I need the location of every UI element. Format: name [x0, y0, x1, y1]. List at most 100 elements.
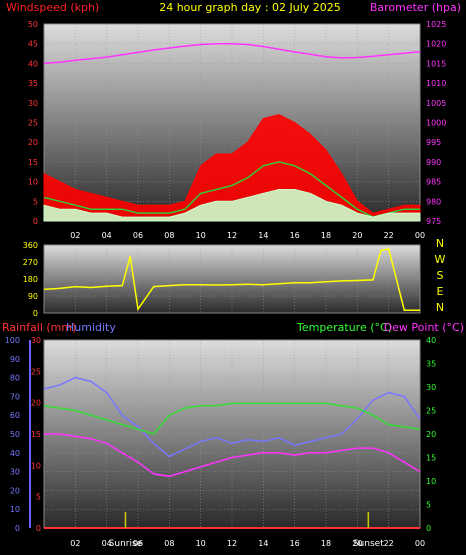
- barometer-axis-title: Barometer (hpa): [370, 1, 461, 14]
- barometer-series: [43, 42, 421, 65]
- wind-light-series: [43, 189, 421, 222]
- page-title: 24 hour graph day : 02 July 2025: [159, 1, 341, 14]
- hour-tick-label: 06: [133, 539, 143, 548]
- hour-tick-label: 00: [415, 539, 425, 548]
- compass-label: S: [437, 269, 444, 282]
- rainfall-tick: 15: [31, 430, 41, 439]
- temperature-tick: 0: [426, 524, 431, 533]
- temperature-series: [43, 402, 421, 435]
- windspeed-tick: 30: [28, 99, 38, 108]
- barometer-tick: 980: [426, 197, 441, 206]
- compass-label: N: [436, 237, 444, 250]
- humidity-tick: 90: [10, 355, 20, 364]
- direction-tick: 360: [23, 241, 38, 250]
- humidity-tick: 70: [10, 392, 20, 401]
- rainfall-axis-title: Rainfall (mm): [2, 321, 76, 334]
- hour-tick-label: 14: [258, 231, 268, 240]
- barometer-tick: 995: [426, 138, 441, 147]
- wind-average-series: [43, 161, 420, 218]
- windspeed-tick: 10: [28, 178, 38, 187]
- hour-tick-label: 18: [321, 539, 331, 548]
- barometer-tick: 990: [426, 158, 441, 167]
- temp-humidity-panel: 0 10 20 30 40 50 60 70 80 90 100 0 5 10 15 20 25 30 0 5 10…: [5, 336, 436, 549]
- humidity-tick: 100: [5, 336, 20, 345]
- dewpoint-series: [44, 433, 421, 478]
- rainfall-tick: 10: [31, 461, 41, 470]
- hour-tick-label: 14: [258, 539, 268, 548]
- temperature-tick: 15: [426, 454, 436, 463]
- temperature-tick: 10: [426, 477, 436, 486]
- windspeed-tick: 15: [28, 158, 38, 167]
- temp-panel-hour-labels: 02 04 06 08 10 12 14 16 18 20 22 00: [70, 539, 425, 548]
- sunrise-label: Sunrise: [109, 539, 143, 549]
- wind-panel-hour-labels: 02 04 06 08 10 12 14 16 18 20 22 00: [70, 231, 425, 240]
- hour-tick-label: 18: [321, 231, 331, 240]
- hour-tick-label: 10: [196, 231, 206, 240]
- windspeed-tick: 50: [28, 20, 38, 29]
- humidity-ticks: 0 10 20 30 40 50 60 70 80 90 100: [5, 336, 20, 533]
- windspeed-tick: 5: [33, 197, 38, 206]
- windspeed-ticks: 0 5 10 15 20 25 30 35 40 45 50: [28, 20, 38, 226]
- compass-label: N: [436, 301, 444, 314]
- barometer-tick: 1025: [426, 20, 446, 29]
- humidity-tick: 10: [10, 505, 20, 514]
- sunset-label: Sunset: [353, 539, 384, 549]
- hour-tick-label: 10: [196, 539, 206, 548]
- temperature-tick: 30: [426, 383, 436, 392]
- humidity-tick: 80: [10, 374, 20, 383]
- direction-series: [43, 247, 420, 312]
- hour-tick-label: 22: [384, 231, 394, 240]
- rainfall-ticks: 0 5 10 15 20 25 30: [31, 336, 41, 533]
- hour-tick-label: 12: [227, 539, 237, 548]
- barometer-tick: 1000: [426, 119, 446, 128]
- wind-gust-series: [43, 114, 421, 222]
- hour-tick-label: 22: [384, 539, 394, 548]
- temperature-tick: 35: [426, 360, 436, 369]
- temperature-ticks: 0 5 10 15 20 25 30 35 40: [426, 336, 436, 533]
- dewpoint-axis-title: Dew Point (°C): [384, 321, 464, 334]
- compass-label: E: [437, 285, 444, 298]
- windspeed-tick: 40: [28, 59, 38, 68]
- hour-tick-label: 02: [70, 539, 80, 548]
- barometer-tick: 1010: [426, 79, 446, 88]
- humidity-tick: 50: [10, 430, 20, 439]
- compass-label: W: [435, 253, 446, 266]
- temp-series: [43, 376, 421, 529]
- windspeed-tick: 20: [28, 138, 38, 147]
- temperature-tick: 5: [426, 501, 431, 510]
- rainfall-tick: 0: [36, 524, 41, 533]
- windspeed-tick: 25: [28, 119, 38, 128]
- hour-tick-label: 16: [290, 231, 300, 240]
- temperature-tick: 40: [426, 336, 436, 345]
- direction-tick: 270: [23, 258, 38, 267]
- hour-tick-label: 20: [352, 231, 362, 240]
- temperature-tick: 20: [426, 430, 436, 439]
- windspeed-tick: 0: [33, 217, 38, 226]
- rainfall-tick: 25: [31, 367, 41, 376]
- direction-tick: 90: [28, 292, 38, 301]
- windspeed-axis-title: Windspeed (kph): [6, 1, 99, 14]
- direction-tick: 0: [33, 309, 38, 318]
- direction-ticks: 0 90 180 270 360: [23, 241, 38, 318]
- hour-tick-label: 04: [102, 539, 112, 548]
- direction-panel-grid: [44, 245, 420, 313]
- hour-tick-label: 16: [290, 539, 300, 548]
- hour-tick-label: 20: [352, 539, 362, 548]
- temp-panel-grid: [44, 340, 420, 528]
- windspeed-tick: 45: [28, 40, 38, 49]
- hour-tick-label: 00: [415, 231, 425, 240]
- barometer-tick: 985: [426, 178, 441, 187]
- wind-direction-series: [43, 247, 420, 312]
- rainfall-tick: 20: [31, 399, 41, 408]
- wind-series: [43, 42, 421, 222]
- rainfall-tick: 5: [36, 493, 41, 502]
- hour-tick-label: 08: [164, 231, 174, 240]
- humidity-tick: 60: [10, 411, 20, 420]
- barometer-tick: 975: [426, 217, 441, 226]
- barometer-tick: 1020: [426, 40, 446, 49]
- hour-tick-label: 06: [133, 231, 143, 240]
- humidity-tick: 0: [15, 524, 20, 533]
